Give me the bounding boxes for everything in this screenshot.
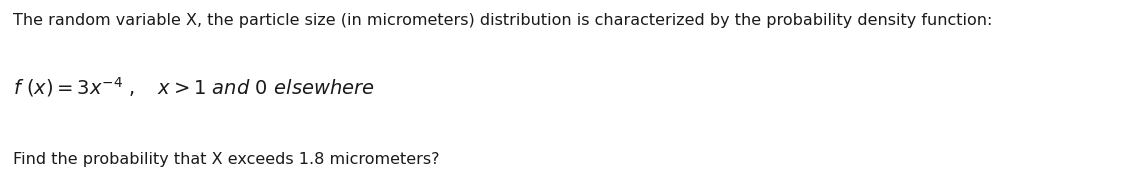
Text: Find the probability that X exceeds 1.8 micrometers?: Find the probability that X exceeds 1.8 … bbox=[14, 151, 439, 167]
Text: The random variable X, the particle size (in micrometers) distribution is charac: The random variable X, the particle size… bbox=[14, 13, 993, 28]
Text: $\mathit{f}\ \mathit{(x)} = 3\mathit{x}^{-4}\ ,\quad \mathit{x} > 1\ \mathit{and: $\mathit{f}\ \mathit{(x)} = 3\mathit{x}^… bbox=[14, 75, 375, 99]
